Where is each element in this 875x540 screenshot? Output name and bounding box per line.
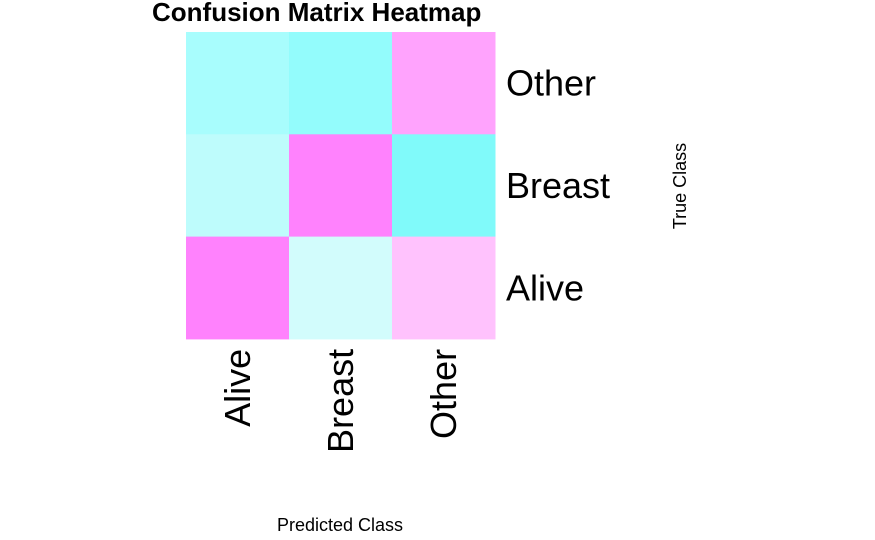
- column-label-other: Other: [423, 349, 464, 439]
- x-axis-label: Predicted Class: [277, 515, 403, 535]
- heatmap-cell-alive-alive: [186, 236, 290, 340]
- heatmap-cell-alive-breast: [289, 236, 393, 340]
- heatmap-cell-breast-other: [392, 134, 496, 238]
- heatmap-cell-breast-breast: [289, 134, 393, 238]
- heatmap-cell-other-other: [392, 32, 496, 135]
- row-label-alive: Alive: [506, 267, 584, 308]
- heatmap-cell-alive-other: [392, 236, 496, 340]
- chart-title: Confusion Matrix Heatmap: [152, 0, 481, 27]
- y-axis-label: True Class: [670, 143, 690, 229]
- row-labels: Alive Breast Other: [506, 63, 610, 309]
- heatmap-cell-other-alive: [186, 32, 290, 135]
- column-label-alive: Alive: [217, 349, 258, 427]
- heatmap-cells: [186, 32, 496, 340]
- column-labels: Alive Breast Other: [217, 349, 464, 453]
- column-label-breast: Breast: [320, 349, 361, 453]
- heatmap-cell-breast-alive: [186, 134, 290, 238]
- heatmap-cell-other-breast: [289, 32, 393, 135]
- row-label-breast: Breast: [506, 165, 610, 206]
- row-label-other: Other: [506, 63, 596, 104]
